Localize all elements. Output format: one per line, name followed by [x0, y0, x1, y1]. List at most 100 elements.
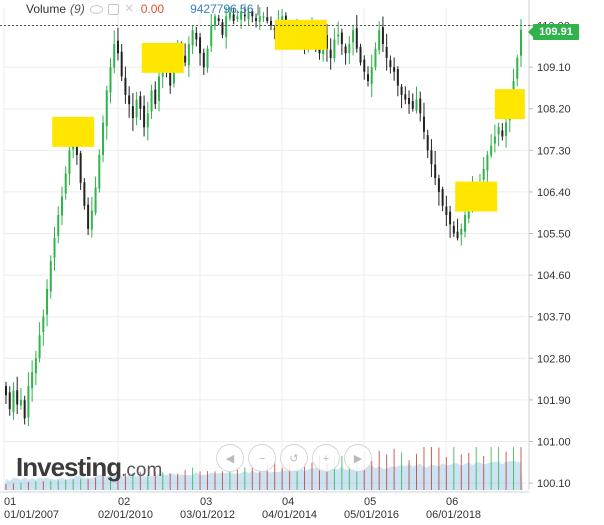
candle-body [333, 39, 336, 59]
x-tick-label: 01 [4, 496, 16, 508]
candle-body [49, 261, 52, 292]
highlight-box [274, 19, 327, 50]
scroll-left-icon[interactable]: ◀ [216, 444, 244, 472]
candle-body [150, 90, 153, 112]
chart-controls: ◀ − ↺ + ▶ [216, 444, 372, 472]
highlight-box [52, 116, 95, 147]
candle-body [154, 89, 157, 105]
candle-body [366, 74, 369, 82]
candle-body [400, 86, 403, 95]
x-tick-label: 02 [118, 496, 130, 508]
x-date-label: 02/01/2010 [98, 509, 153, 521]
x-date-label: 04/01/2014 [262, 509, 317, 521]
y-tick-label: 109.10 [537, 62, 571, 74]
candle-body [441, 189, 444, 206]
candle-body [42, 316, 45, 332]
candle-body [116, 40, 119, 54]
indicator-name: Volume [26, 2, 67, 16]
candle-body [359, 46, 362, 63]
y-tick-label: 103.70 [537, 312, 571, 324]
candle-body [460, 228, 463, 235]
candle-body [490, 145, 493, 156]
y-tick-label: 107.30 [537, 145, 571, 157]
x-tick-label: 05 [364, 496, 376, 508]
candle-body [273, 27, 276, 31]
candle-body [363, 59, 366, 72]
candle-body [497, 127, 500, 135]
candle-body [318, 46, 321, 54]
candle-body [325, 34, 328, 49]
candle-body [340, 32, 343, 45]
candle-body [139, 96, 142, 109]
y-tick-label: 106.40 [537, 187, 571, 199]
candle-body [210, 25, 213, 47]
candle-body [79, 153, 82, 183]
candle-body [87, 204, 90, 229]
zoom-in-icon[interactable]: + [312, 444, 340, 472]
candle-body [225, 16, 228, 38]
candle-body [378, 30, 381, 51]
candle-body [385, 46, 388, 58]
candle-body [434, 164, 437, 179]
x-date-label: 03/01/2012 [180, 509, 235, 521]
indicator-header: Volume (9) ✕ 0.00 9427796.56 | [0, 2, 260, 16]
candle-body [482, 168, 485, 180]
candle-body [105, 90, 108, 127]
zoom-out-icon[interactable]: − [248, 444, 276, 472]
candle-body [83, 182, 86, 206]
x-tick-label: 04 [282, 496, 294, 508]
candle-body [243, 14, 246, 17]
candle-body [437, 178, 440, 192]
candle-body [158, 76, 161, 102]
candle-body [94, 187, 97, 213]
candle-body [415, 99, 418, 111]
candle-body [187, 44, 190, 66]
candle-body [113, 44, 116, 68]
candle-body [12, 390, 15, 413]
candle-body [57, 215, 60, 236]
reset-icon[interactable]: ↺ [280, 444, 308, 472]
candle-body [269, 20, 272, 26]
candle-body [102, 122, 105, 155]
candle-body [258, 16, 261, 22]
highlight-box [455, 181, 498, 212]
candle-body [247, 11, 250, 20]
candle-body [374, 48, 377, 68]
close-icon[interactable]: ✕ [124, 2, 134, 15]
x-tick-label: 03 [200, 496, 212, 508]
candle-body [236, 16, 239, 19]
x-date-label: 05/01/2016 [344, 509, 399, 521]
candle-body [124, 77, 127, 95]
candle-body [493, 136, 496, 144]
candle-body [46, 288, 49, 315]
candle-body [348, 44, 351, 54]
candle-body [195, 32, 198, 40]
candle-body [202, 52, 205, 68]
y-tick-label: 104.60 [537, 270, 571, 282]
candle-body [411, 101, 414, 109]
candle-body [38, 335, 41, 359]
candle-body [251, 11, 254, 17]
candles [5, 5, 522, 427]
candle-body [422, 116, 425, 132]
y-axis: 110.00109.10108.20107.30106.40105.50104.… [529, 21, 571, 490]
candle-body [19, 399, 22, 406]
candle-body [352, 30, 355, 43]
candle-body [389, 60, 392, 68]
scroll-right-icon[interactable]: ▶ [344, 444, 372, 472]
candle-body [191, 30, 194, 46]
candle-body [184, 55, 187, 63]
eye-icon[interactable] [89, 4, 103, 14]
candle-body [5, 386, 7, 396]
grid [0, 0, 530, 493]
candle-body [396, 69, 399, 86]
candle-body [381, 27, 384, 45]
candle-body [135, 99, 138, 118]
candle-body [146, 113, 149, 128]
candle-body [213, 16, 216, 26]
volume-value-2: 9427796.56 [190, 2, 254, 16]
volume-value-1: 0.00 [140, 2, 165, 16]
settings-icon[interactable] [107, 3, 119, 15]
